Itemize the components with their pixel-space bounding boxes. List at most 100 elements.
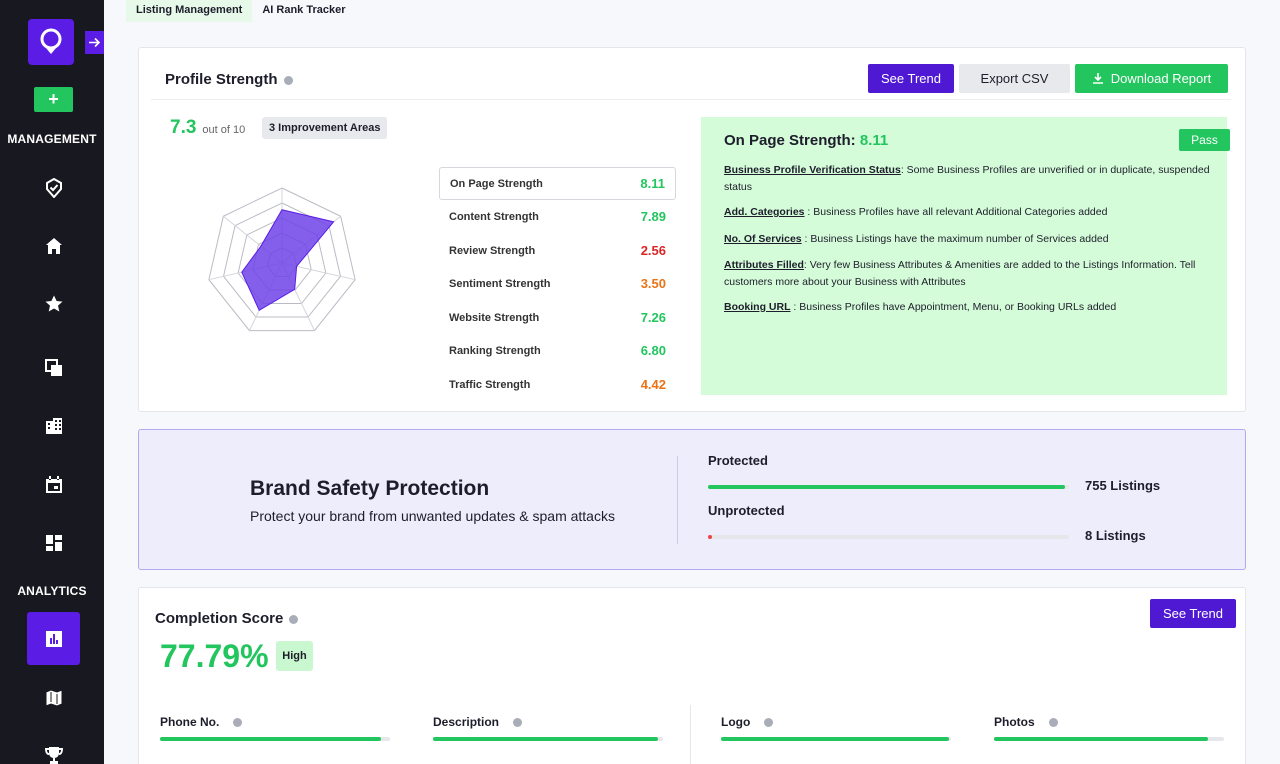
profile-strength-title: Profile Strength [165,71,278,88]
star-icon [45,295,62,311]
strength-row-value: 2.56 [640,243,666,258]
pass-badge: Pass [1179,129,1230,151]
radar-grid-ring [237,217,327,305]
completion-item-label: Phone No. [160,715,220,729]
export-csv-label: Export CSV [980,71,1049,86]
download-icon [1092,73,1103,84]
onpage-item-services: No. Of Services : Business Listings have… [724,231,1214,248]
home-icon [45,237,62,254]
info-icon[interactable] [764,718,774,728]
completion-bar-fill [160,737,381,741]
completion-item-label: Photos [994,715,1035,729]
completion-score-value: 77.79% [160,638,269,674]
nav-item-analytics[interactable] [27,612,80,665]
onpage-item-text: : Business Profiles have Appointment, Me… [790,301,1117,313]
nav-item-rankings[interactable] [27,728,80,764]
completion-bar-logo [721,737,951,741]
completion-see-trend-button[interactable]: See Trend [1150,599,1236,628]
nav-item-verification[interactable] [27,161,80,214]
strength-row-sentiment[interactable]: Sentiment Strength 3.50 [439,267,676,300]
strength-row-value: 6.80 [640,343,666,358]
profile-score-suffix: out of 10 [202,124,246,136]
nav-item-duplicates[interactable] [27,341,80,394]
expand-sidebar-button[interactable] [85,31,104,54]
completion-level-badge: High [276,641,313,671]
completion-item-phone: Phone No. [160,715,243,729]
strength-row-onpage[interactable]: On Page Strength 8.11 [439,167,676,200]
completion-item-label: Logo [721,715,751,729]
improvement-areas-badge[interactable]: 3 Improvement Areas [262,117,388,139]
strength-row-website[interactable]: Website Strength 7.26 [439,301,676,334]
onpage-item-text: : Very few Business Attributes & Ameniti… [724,259,1196,288]
completion-item-description: Description [433,715,523,729]
strength-row-value: 8.11 [640,176,665,191]
brand-safety-card: Brand Safety Protection Protect your bra… [138,429,1246,570]
nav-item-dashboard[interactable] [27,516,80,569]
strength-row-review[interactable]: Review Strength 2.56 [439,234,676,267]
strength-row-traffic[interactable]: Traffic Strength 4.42 [439,368,676,401]
radar-grid-ring [208,187,356,332]
sidebar: + MANAGEMENT ANALYTICS [0,0,104,764]
map-icon [45,688,62,707]
protected-label: Protected [708,453,768,468]
info-icon[interactable] [1048,718,1058,728]
see-trend-button[interactable]: See Trend [868,64,954,93]
profile-strength-heading: Profile Strength [165,71,293,88]
strength-row-value: 7.89 [640,209,666,224]
strength-radar-chart [208,187,356,332]
info-icon[interactable] [513,718,523,728]
unprotected-progress-bar [708,535,1069,539]
on-page-strength-score: 8.11 [859,132,889,149]
main-content: Listing Management AI Rank Tracker Profi… [104,0,1280,764]
onpage-item-categories: Add. Categories : Business Profiles have… [724,204,1214,221]
arrow-right-icon [89,37,101,48]
unprotected-progress-fill [708,535,712,539]
onpage-item-key[interactable]: Booking URL [724,301,791,313]
building-icon [45,417,62,434]
completion-item-photos: Photos [994,715,1058,729]
strength-row-ranking[interactable]: Ranking Strength 6.80 [439,334,676,367]
completion-score-heading: Completion Score [155,610,299,627]
tab-ai-rank-tracker[interactable]: AI Rank Tracker [262,4,346,16]
strength-row-label: Content Strength [449,210,539,223]
export-csv-button[interactable]: Export CSV [959,64,1070,93]
logo[interactable] [28,19,74,65]
copy-icon [44,358,62,376]
nav-item-locations[interactable] [27,399,80,452]
analytics-icon [45,630,62,647]
strength-row-label: Traffic Strength [449,378,531,391]
tab-listing-management[interactable]: Listing Management [126,0,253,22]
info-icon[interactable] [283,75,293,85]
badge-check-icon [45,177,62,198]
dashboard-icon [45,534,62,551]
completion-bar-fill [433,737,659,741]
add-button[interactable]: + [34,87,73,112]
completion-bar-photos [994,737,1224,741]
onpage-item-verification: Business Profile Verification Status: So… [724,162,1214,196]
strength-row-label: On Page Strength [450,177,543,190]
onpage-item-booking: Booking URL : Business Profiles have App… [724,299,1214,316]
on-page-strength-panel: On Page Strength: 8.11 Pass Business Pro… [701,117,1230,395]
nav-item-reviews[interactable] [27,277,80,330]
completion-score-card: Completion Score 77.79% High See Trend P… [138,587,1246,764]
on-page-strength-title: On Page Strength: [724,132,856,149]
nav-item-map[interactable] [27,671,80,724]
onpage-item-key[interactable]: Business Profile Verification Status [724,164,901,176]
info-icon[interactable] [289,614,299,624]
info-icon[interactable] [233,718,243,728]
nav-item-home[interactable] [27,219,80,272]
onpage-item-key[interactable]: Add. Categories [724,206,805,218]
completion-item-logo: Logo [721,715,774,729]
radar-grid-ring [222,202,342,318]
divider [677,456,678,544]
onpage-item-key[interactable]: No. Of Services [724,233,802,245]
strength-row-content[interactable]: Content Strength 7.89 [439,200,676,233]
logo-icon [40,28,62,54]
completion-bar-phone [160,737,390,741]
download-report-button[interactable]: Download Report [1075,64,1228,93]
download-report-label: Download Report [1110,71,1212,86]
profile-score-value: 7.3 [170,117,197,138]
protected-count: 755 Listings [1085,478,1161,493]
onpage-item-key[interactable]: Attributes Filled [724,259,804,271]
nav-item-calendar[interactable] [27,458,80,511]
